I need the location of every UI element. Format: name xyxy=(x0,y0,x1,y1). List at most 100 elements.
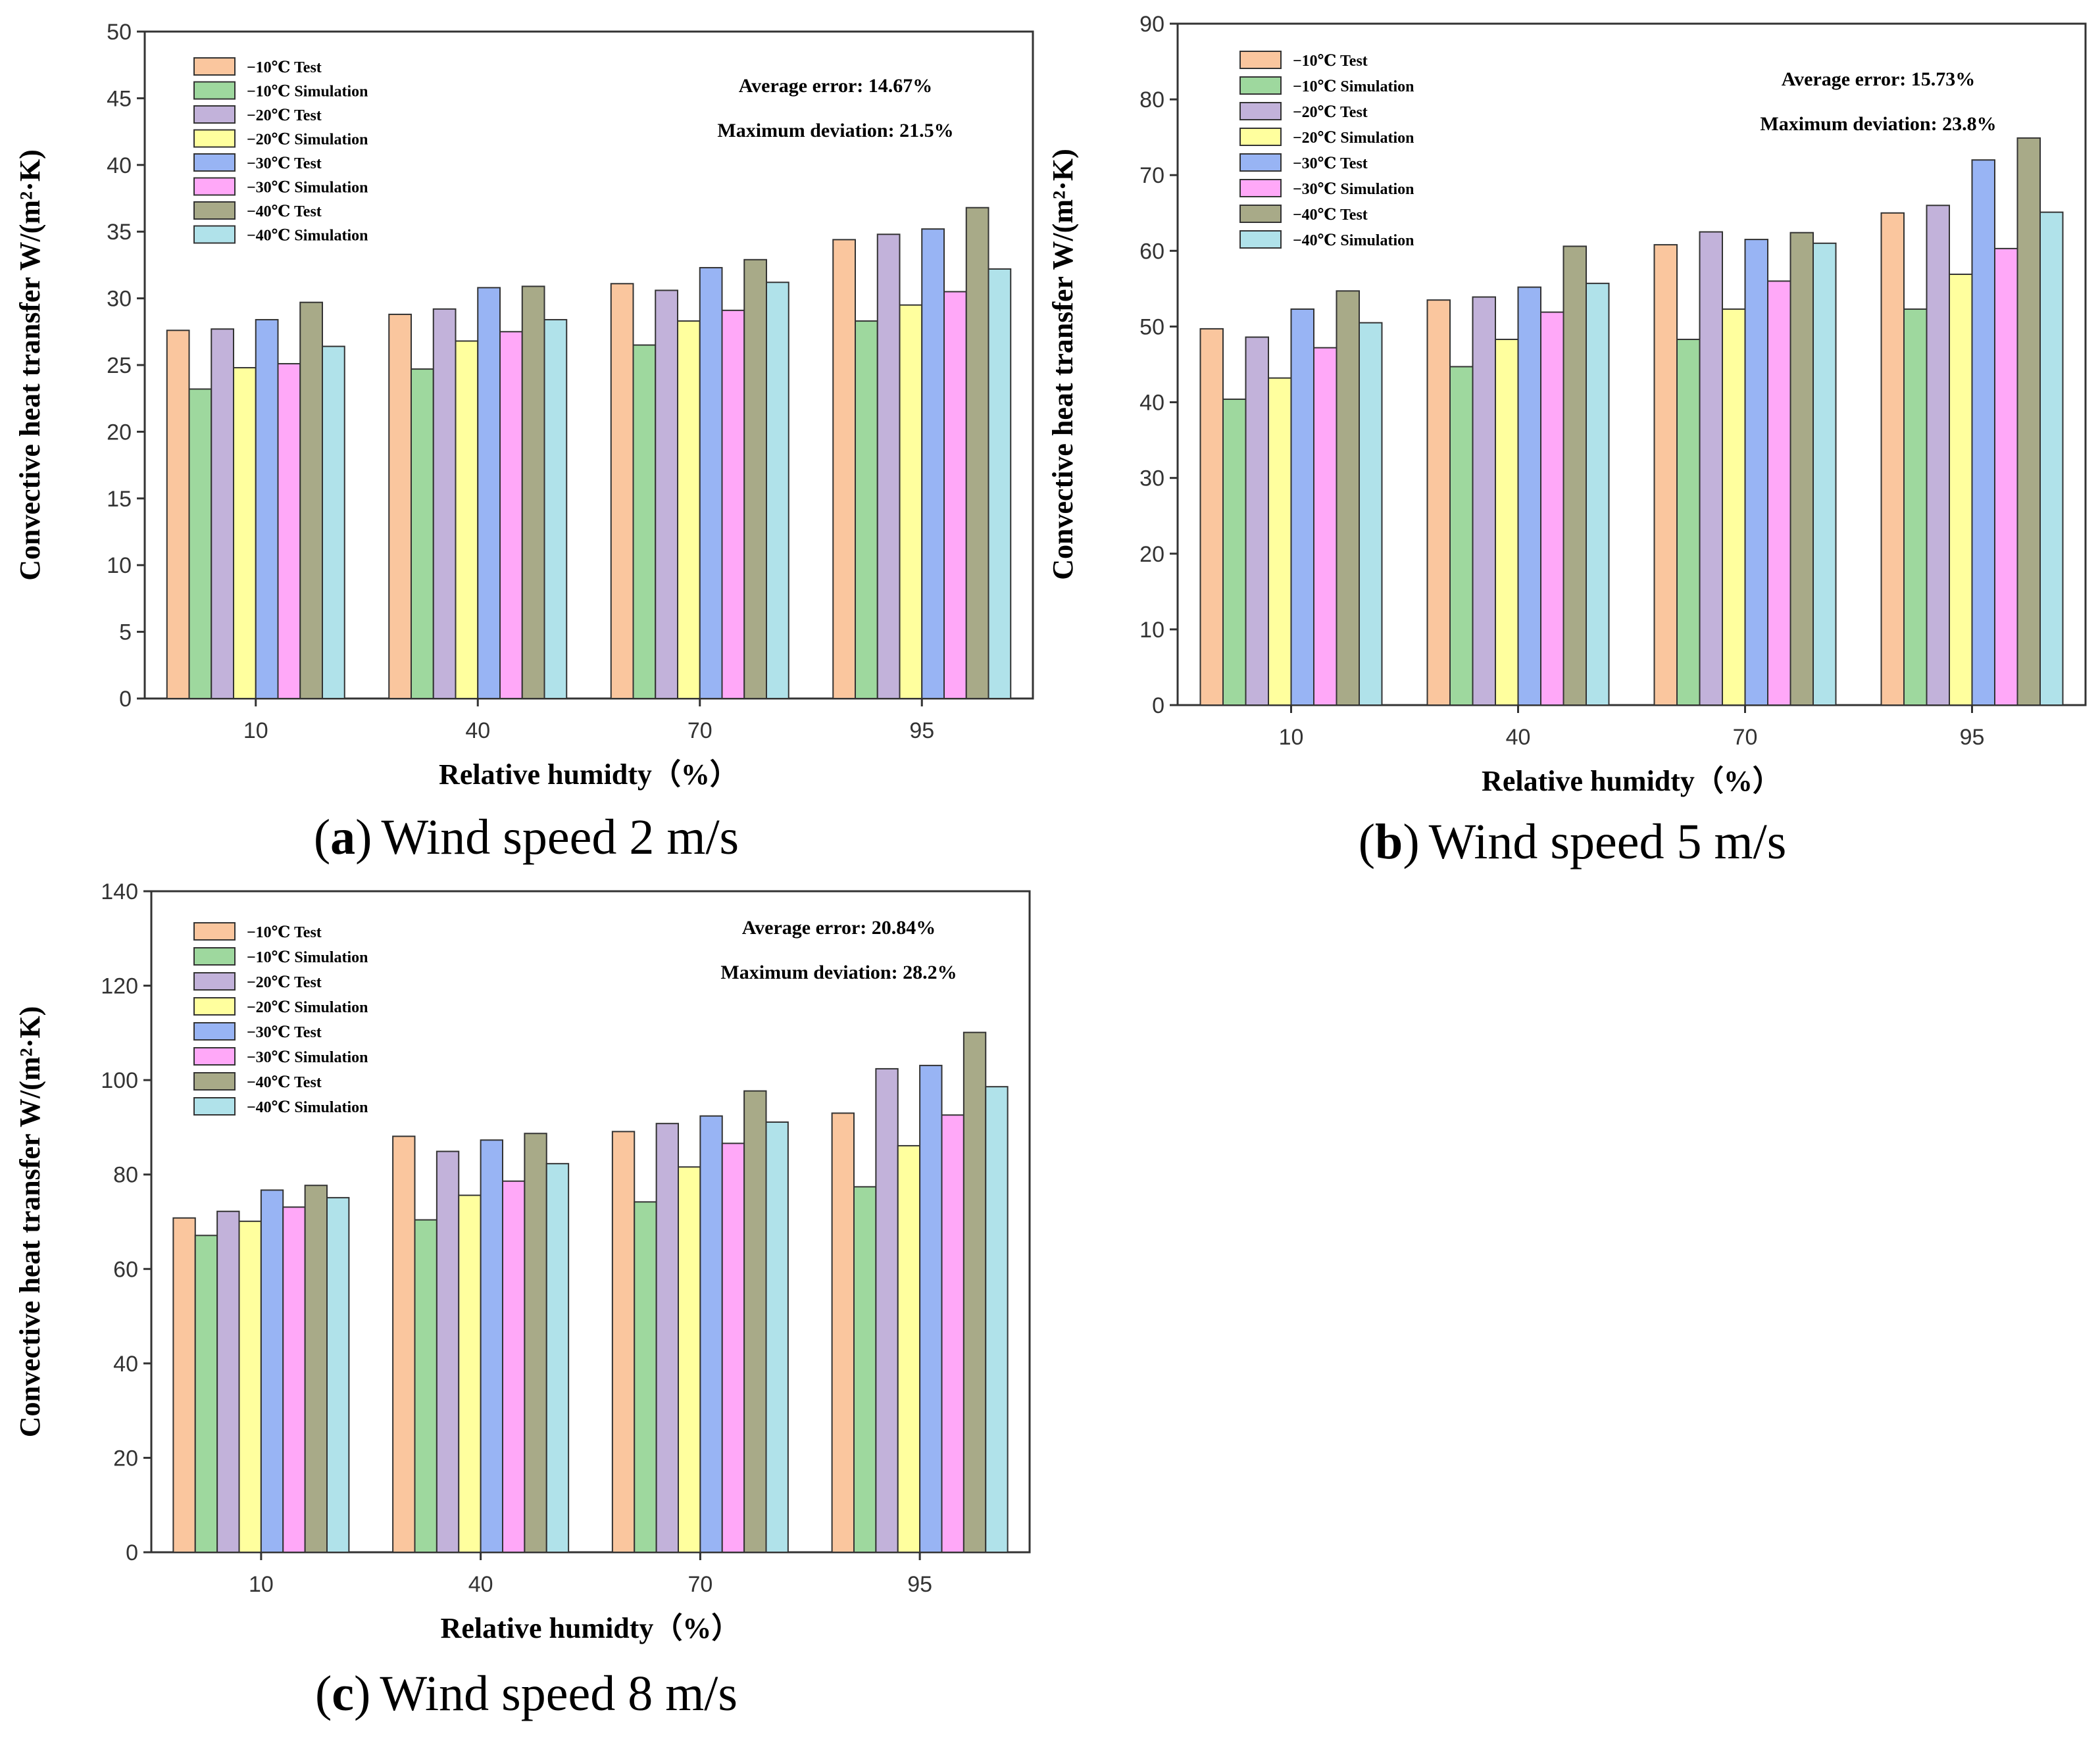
bar-a-95-s3 xyxy=(876,233,901,700)
x-axis-label: Relative humidty（%） xyxy=(441,1612,741,1644)
bar-a-95-s2 xyxy=(855,320,878,699)
bar-b-70-s3 xyxy=(1699,231,1723,706)
bar-b-95-s4 xyxy=(1949,274,1973,706)
legend-label: −20℃ Simulation xyxy=(247,132,368,149)
legend-label: −10℃ Test xyxy=(247,59,322,76)
x-tick-label: 10 xyxy=(243,718,268,743)
bar-a-95-s5 xyxy=(921,228,945,700)
bar-a-10-s2 xyxy=(188,388,213,700)
bar-b-70-s6 xyxy=(1767,280,1791,706)
legend-swatch xyxy=(193,225,236,244)
annotation: Average error: 14.67% xyxy=(739,75,933,97)
bar-b-10-s5 xyxy=(1290,308,1314,706)
plot-frame xyxy=(1176,22,2087,706)
y-tick-label: 140 xyxy=(101,879,138,904)
y-tick-label: 0 xyxy=(1152,693,1164,718)
legend-label: −40℃ Simulation xyxy=(1293,232,1414,249)
y-tick-label: 15 xyxy=(107,487,132,512)
x-tick-label: 40 xyxy=(1506,725,1531,750)
legend-swatch xyxy=(1239,76,1282,95)
bar-b-40-s8 xyxy=(1586,282,1610,706)
x-tick-label: 95 xyxy=(909,718,934,743)
caption-close: ) xyxy=(354,1666,370,1721)
bar-c-10-s1 xyxy=(172,1217,196,1554)
legend-swatch xyxy=(193,201,236,220)
x-axis-label: Relative humidty（%） xyxy=(1482,765,1782,797)
bar-a-70-s4 xyxy=(677,320,701,699)
bar-a-95-s1 xyxy=(832,239,856,700)
x-tick-label: 70 xyxy=(688,1572,712,1597)
bar-b-40-s2 xyxy=(1449,366,1474,706)
bar-b-95-s2 xyxy=(1903,308,1928,706)
legend-label: −30℃ Simulation xyxy=(247,180,368,197)
x-tick-label: 70 xyxy=(688,718,712,743)
bar-a-95-s4 xyxy=(899,304,923,699)
y-tick-label: 0 xyxy=(126,1540,138,1565)
y-tick-label: 40 xyxy=(113,1352,138,1377)
bar-a-40-s5 xyxy=(477,287,501,700)
bar-c-40-s2 xyxy=(414,1219,438,1553)
bar-a-10-s8 xyxy=(322,345,345,699)
bar-b-95-s8 xyxy=(2039,211,2064,706)
legend-swatch xyxy=(193,997,236,1016)
bar-b-70-s4 xyxy=(1722,308,1746,706)
bar-c-95-s1 xyxy=(831,1112,855,1553)
caption-open: ( xyxy=(315,1666,332,1721)
bar-b-40-s6 xyxy=(1540,311,1564,706)
bar-c-40-s1 xyxy=(392,1135,416,1553)
bar-c-10-s4 xyxy=(238,1220,262,1553)
caption-open: ( xyxy=(314,810,330,865)
bar-a-40-s6 xyxy=(499,331,523,699)
bar-b-70-s5 xyxy=(1744,239,1768,706)
bar-a-70-s5 xyxy=(699,266,723,699)
y-tick-label: 60 xyxy=(1139,239,1164,264)
legend-swatch xyxy=(193,922,236,941)
bar-a-95-s6 xyxy=(943,291,967,699)
bar-a-40-s8 xyxy=(543,319,568,700)
bar-c-95-s5 xyxy=(919,1064,943,1553)
bar-a-40-s7 xyxy=(521,285,545,699)
bar-b-70-s7 xyxy=(1789,232,1814,706)
y-tick-label: 20 xyxy=(113,1446,138,1471)
legend: −10℃ Test −10℃ Simulation −20℃ Test −20℃ Si… xyxy=(193,57,368,245)
legend-swatch xyxy=(193,129,236,148)
bar-c-10-s8 xyxy=(326,1196,350,1553)
legend-swatch xyxy=(193,153,236,172)
bar-b-95-s5 xyxy=(1971,159,1995,706)
legend-label: −40℃ Simulation xyxy=(247,228,368,245)
caption-letter: c xyxy=(332,1666,354,1721)
bar-a-70-s1 xyxy=(610,283,634,699)
plot-frame xyxy=(150,890,1031,1554)
bar-c-70-s8 xyxy=(765,1121,789,1553)
legend-swatch xyxy=(193,1047,236,1066)
legend-label: −20℃ Test xyxy=(247,107,322,124)
bar-a-10-s5 xyxy=(255,319,279,700)
bar-a-10-s3 xyxy=(211,328,234,699)
panel-caption: (b) Wind speed 5 m/s xyxy=(1359,814,1787,870)
legend-label: −10℃ Test xyxy=(247,924,322,941)
bar-a-70-s7 xyxy=(743,258,767,699)
bar-b-95-s1 xyxy=(1880,212,1905,706)
bar-b-95-s6 xyxy=(1994,247,2018,706)
x-tick-label: 95 xyxy=(1960,725,1985,750)
bar-b-10-s1 xyxy=(1199,328,1224,706)
bar-b-40-s7 xyxy=(1562,245,1587,706)
legend-label: −40℃ Test xyxy=(247,203,322,220)
x-tick-label: 40 xyxy=(465,718,490,743)
caption-close: ) xyxy=(355,810,372,865)
legend-swatch xyxy=(1239,179,1282,197)
bar-c-40-s5 xyxy=(480,1139,503,1553)
legend-swatch xyxy=(193,1097,236,1116)
bar-a-10-s4 xyxy=(233,367,257,700)
y-tick-label: 25 xyxy=(107,353,132,378)
legend-label: −10℃ Test xyxy=(1293,53,1368,70)
legend-label: −10℃ Simulation xyxy=(247,84,368,101)
bar-a-95-s8 xyxy=(988,268,1012,699)
bar-c-40-s7 xyxy=(524,1133,547,1553)
bar-c-10-s6 xyxy=(282,1206,306,1554)
y-tick-label: 20 xyxy=(1139,542,1164,567)
legend-label: −30℃ Test xyxy=(247,1024,322,1041)
y-tick-label: 70 xyxy=(1139,163,1164,188)
y-tick-label: 80 xyxy=(1139,87,1164,112)
